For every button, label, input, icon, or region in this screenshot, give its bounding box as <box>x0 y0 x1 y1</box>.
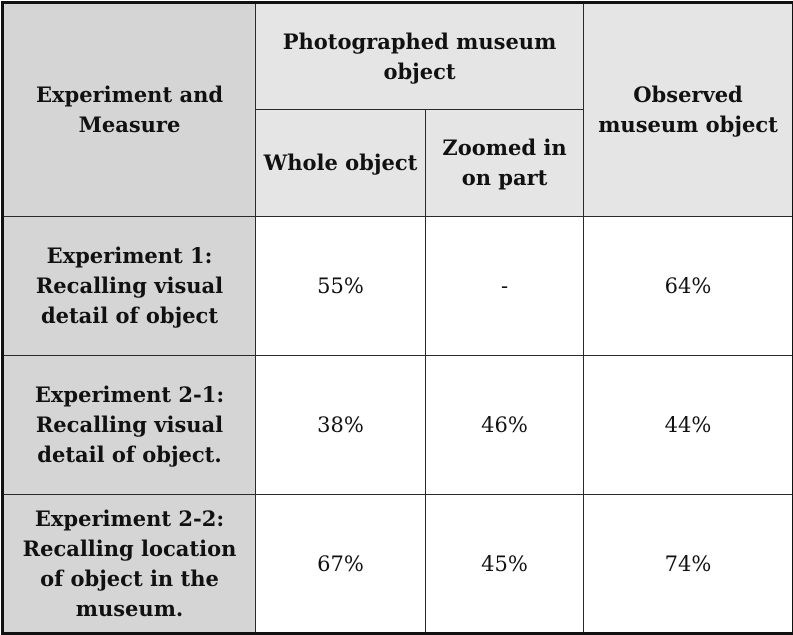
observed-cell: 44% <box>583 355 793 495</box>
row-label: Experiment 2-2: Recalling location of ob… <box>2 494 256 634</box>
observed-header: Observed museum object <box>583 2 793 217</box>
table-row: Experiment 1: Recalling visual detail of… <box>2 216 793 356</box>
zoomed-cell: 46% <box>424 355 585 495</box>
header-row-1: Experiment and Measure Photographed muse… <box>2 2 793 217</box>
whole-object-cell: 38% <box>255 355 426 495</box>
zoomed-cell: 45% <box>424 494 585 634</box>
observed-cell: 64% <box>583 216 793 356</box>
zoomed-header: Zoomed in on part <box>424 109 585 217</box>
row-label: Experiment 2-1: Recalling visual detail … <box>2 355 256 495</box>
zoomed-cell: - <box>424 216 585 356</box>
whole-object-cell: 67% <box>255 494 426 634</box>
table-row: Experiment 2-2: Recalling location of ob… <box>2 494 793 634</box>
header-row-2: Whole object Zoomed in on part <box>3 109 793 217</box>
observed-cell: 74% <box>583 494 793 634</box>
corner-header: Experiment and Measure <box>2 2 256 217</box>
table-row: Experiment 2-1: Recalling visual detail … <box>2 355 793 495</box>
whole-object-cell: 55% <box>255 216 426 356</box>
whole-object-header: Whole object <box>255 109 426 217</box>
row-label: Experiment 1: Recalling visual detail of… <box>2 216 256 356</box>
photographed-header: Photographed museum object <box>254 2 585 110</box>
